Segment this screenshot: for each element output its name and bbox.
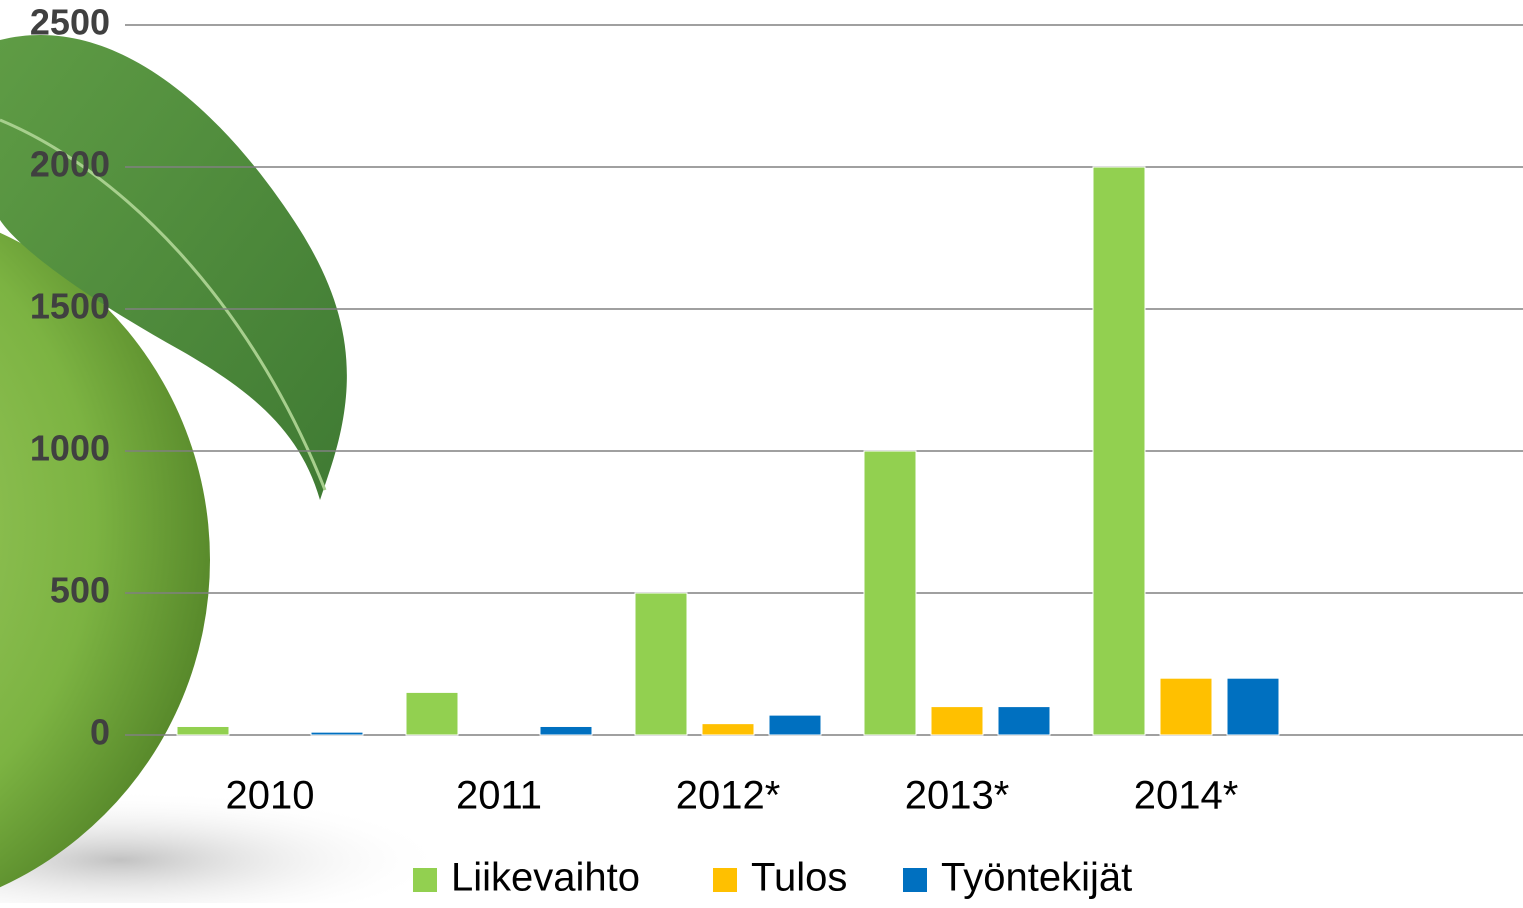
bar xyxy=(930,706,984,736)
x-tick-label: 2014* xyxy=(1134,774,1239,818)
legend-label: Liikevaihto xyxy=(451,856,640,900)
background-apple xyxy=(0,34,450,908)
bar xyxy=(1092,166,1146,736)
legend-swatch xyxy=(713,868,737,892)
bar xyxy=(539,725,593,736)
legend-label: Tulos xyxy=(751,856,847,900)
y-tick-label: 1500 xyxy=(30,286,110,327)
bar xyxy=(997,706,1051,736)
bar xyxy=(176,725,230,736)
y-tick-label: 2500 xyxy=(30,2,110,43)
legend-label: Työntekijät xyxy=(941,856,1132,900)
x-tick-label: 2013* xyxy=(905,774,1010,818)
y-tick-label: 0 xyxy=(90,712,110,753)
y-tick-label: 2000 xyxy=(30,144,110,185)
bar xyxy=(701,723,755,736)
x-tick-label: 2011 xyxy=(456,774,542,818)
y-tick-label: 500 xyxy=(50,570,110,611)
bar xyxy=(310,731,364,736)
x-tick-label: 2012* xyxy=(676,774,781,818)
y-tick-label: 1000 xyxy=(30,428,110,469)
legend-swatch xyxy=(903,868,927,892)
bar xyxy=(634,592,688,736)
bar xyxy=(1226,677,1280,736)
bar xyxy=(1159,677,1213,736)
legend-swatch xyxy=(413,868,437,892)
bar xyxy=(768,714,822,736)
x-tick-label: 2010 xyxy=(226,774,315,818)
bar xyxy=(405,691,459,736)
bar xyxy=(863,450,917,736)
